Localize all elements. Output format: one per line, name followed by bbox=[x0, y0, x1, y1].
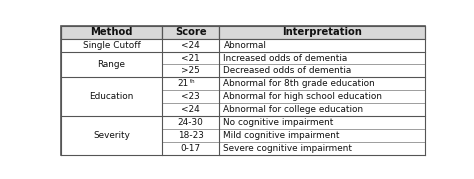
Bar bbox=[162, 129, 219, 142]
Text: Severe cognitive impairment: Severe cognitive impairment bbox=[223, 144, 353, 153]
Bar bbox=[162, 38, 219, 52]
Text: Mild cognitive impairment: Mild cognitive impairment bbox=[223, 131, 340, 140]
Bar bbox=[61, 78, 162, 116]
Bar bbox=[219, 129, 425, 142]
Bar bbox=[61, 116, 162, 155]
Bar bbox=[162, 103, 219, 116]
Text: Abnormal for college education: Abnormal for college education bbox=[223, 105, 364, 114]
Text: >25: >25 bbox=[181, 66, 200, 76]
Bar bbox=[162, 78, 219, 90]
Bar bbox=[219, 38, 425, 52]
Bar bbox=[219, 26, 425, 38]
Text: Single Cutoff: Single Cutoff bbox=[83, 41, 140, 50]
Text: Decreased odds of dementia: Decreased odds of dementia bbox=[223, 66, 352, 76]
Bar bbox=[162, 64, 219, 78]
Bar bbox=[162, 116, 219, 129]
Bar bbox=[162, 142, 219, 155]
Bar bbox=[219, 103, 425, 116]
Text: 0-17: 0-17 bbox=[181, 144, 201, 153]
Bar bbox=[61, 52, 162, 78]
Bar bbox=[162, 26, 219, 38]
Text: 24-30: 24-30 bbox=[178, 118, 203, 127]
Bar bbox=[219, 90, 425, 103]
Bar bbox=[162, 52, 219, 64]
Text: Interpretation: Interpretation bbox=[282, 27, 362, 37]
Bar bbox=[61, 26, 162, 38]
Text: <24: <24 bbox=[181, 105, 200, 114]
Bar bbox=[162, 90, 219, 103]
Bar bbox=[219, 52, 425, 64]
Text: Abnormal for 8th grade education: Abnormal for 8th grade education bbox=[223, 79, 375, 88]
Text: Abnormal: Abnormal bbox=[223, 41, 266, 50]
Text: No cognitive impairment: No cognitive impairment bbox=[223, 118, 334, 127]
Text: 21: 21 bbox=[177, 79, 189, 88]
Text: Abnormal for high school education: Abnormal for high school education bbox=[223, 92, 383, 101]
Text: <24: <24 bbox=[181, 41, 200, 50]
Text: <21: <21 bbox=[181, 54, 200, 62]
Text: Increased odds of dementia: Increased odds of dementia bbox=[223, 54, 348, 62]
Text: Score: Score bbox=[175, 27, 206, 37]
Bar bbox=[219, 64, 425, 78]
Text: Severity: Severity bbox=[93, 131, 130, 140]
Bar bbox=[219, 78, 425, 90]
Bar bbox=[219, 116, 425, 129]
Text: <23: <23 bbox=[181, 92, 200, 101]
Text: 18-23: 18-23 bbox=[178, 131, 203, 140]
Bar bbox=[61, 38, 162, 52]
Text: Education: Education bbox=[90, 92, 134, 101]
Bar bbox=[219, 142, 425, 155]
Text: Method: Method bbox=[91, 27, 133, 37]
Text: Range: Range bbox=[98, 60, 126, 69]
Text: th: th bbox=[190, 79, 195, 84]
